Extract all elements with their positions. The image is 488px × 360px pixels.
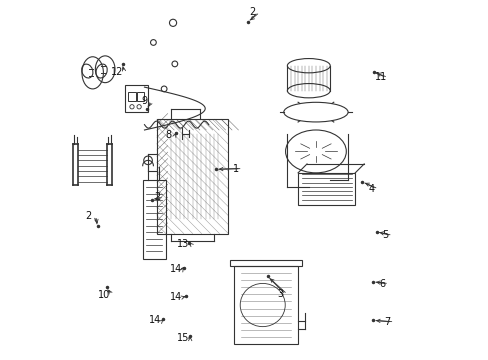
Text: 14: 14	[169, 264, 182, 274]
Bar	[137, 93, 144, 102]
Bar	[298, 173, 354, 205]
Text: 9: 9	[141, 96, 147, 106]
Text: 15: 15	[177, 333, 189, 343]
Text: 10: 10	[98, 290, 110, 300]
Text: 3: 3	[277, 289, 283, 299]
Bar	[157, 119, 228, 234]
Text: 2: 2	[154, 192, 160, 202]
Text: 2: 2	[249, 7, 255, 17]
Text: 6: 6	[378, 279, 385, 289]
Bar	[142, 180, 165, 258]
Text: 12: 12	[111, 67, 123, 77]
Text: 14: 14	[149, 315, 161, 325]
Text: 13: 13	[177, 239, 189, 249]
Text: 7: 7	[384, 317, 390, 327]
Bar	[124, 85, 148, 112]
Text: 4: 4	[367, 184, 374, 194]
Text: 11: 11	[374, 72, 386, 82]
Bar	[233, 266, 298, 344]
Text: 1: 1	[232, 163, 238, 174]
Text: 8: 8	[164, 130, 171, 140]
Text: 5: 5	[382, 230, 388, 240]
Text: 2: 2	[85, 211, 91, 221]
Bar	[230, 260, 301, 266]
Text: 14: 14	[169, 292, 182, 302]
Bar	[128, 93, 135, 102]
